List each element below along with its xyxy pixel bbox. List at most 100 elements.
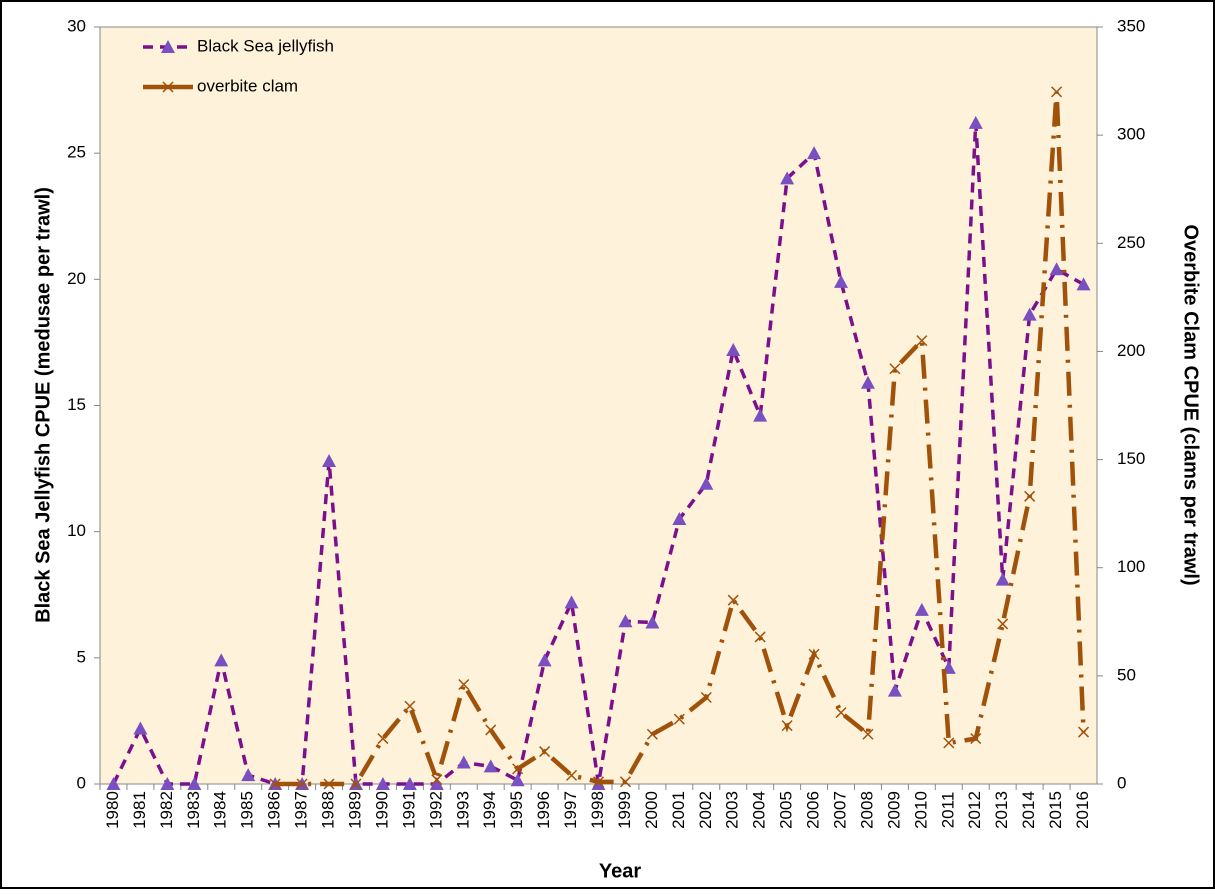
x-tick-label: 1998 [588,791,607,829]
y-tick-label: 25 [67,143,86,162]
x-tick-label: 1982 [157,791,176,829]
marker [835,707,847,719]
y2-tick-label: 150 [1117,449,1145,468]
marker [860,375,875,389]
x-tick-label: 2015 [1046,791,1065,829]
x-tick-label: 2013 [992,791,1011,829]
x-tick-label: 1988 [319,791,338,829]
x-tick-label: 1993 [453,791,472,829]
x-tick-label: 2000 [642,791,661,829]
x-tick-label: 1984 [211,791,230,829]
y2-tick-label: 350 [1117,16,1145,35]
marker [1022,307,1037,321]
y2-tick-label: 250 [1117,233,1145,252]
marker [943,737,955,749]
marker [808,648,820,660]
x-tick-label: 2012 [965,791,984,829]
marker [429,777,444,790]
x-tick-label: 1992 [426,791,445,829]
y2-tick-label: 200 [1117,341,1145,360]
marker [375,777,390,790]
marker [161,40,175,53]
x-tick-label: 2005 [777,791,796,829]
marker [160,777,175,790]
marker [296,778,308,790]
y-tick-label: 10 [67,521,86,540]
x-tick-label: 1987 [292,791,311,829]
y2-tick-label: 50 [1117,665,1136,684]
y-tick-label: 5 [77,647,86,666]
y-tick-label: 0 [77,773,86,792]
marker [269,778,281,790]
marker [889,363,901,375]
marker [1077,726,1090,738]
x-tick-label: 2003 [723,791,742,829]
y2-tick-label: 300 [1117,125,1145,144]
marker [431,774,443,786]
x-tick-label: 1986 [265,791,284,829]
y-tick-label: 15 [67,395,86,414]
marker [458,678,470,691]
marker [887,683,902,697]
marker [162,81,174,93]
marker [995,572,1010,586]
marker [673,713,685,725]
x-tick-label: 1983 [184,791,203,829]
x-tick-label: 2011 [938,792,957,829]
y-axis-title: Black Sea Jellyfish CPUE (medusae per tr… [32,187,54,623]
x-tick-label: 1996 [534,791,553,829]
marker [241,768,256,782]
marker [699,476,714,490]
series [269,86,1090,790]
marker [1049,262,1064,276]
marker [187,777,202,790]
x-tick-label: 1995 [507,791,526,829]
marker [322,454,337,468]
marker [970,733,982,745]
marker [645,615,660,629]
legend-label: overbite clam [197,76,298,95]
marker [753,408,768,422]
marker [700,691,712,704]
x-tick-label: 2002 [696,791,715,829]
x-tick-label: 1999 [615,791,634,829]
marker [350,778,362,790]
marker [456,755,471,769]
marker [592,776,605,788]
x-tick-label: 2001 [669,791,688,829]
marker [133,721,148,735]
y2-tick-label: 0 [1117,773,1126,792]
marker [377,733,389,745]
plot-area [99,26,1098,785]
marker [754,631,766,643]
x-tick-label: 2014 [1019,791,1038,829]
marker [862,728,874,740]
marker [485,724,497,736]
x-tick-label: 1981 [130,791,149,829]
y-tick-label: 30 [67,16,86,35]
marker [968,115,983,129]
marker [537,653,552,667]
marker [781,720,793,732]
marker [780,171,795,185]
marker [727,594,739,606]
marker [564,595,579,609]
marker [646,728,658,740]
marker [618,614,633,628]
marker [619,776,631,788]
marker [997,618,1009,630]
x-tick-label: 1980 [103,791,122,829]
x-tick-label: 1989 [345,791,364,829]
marker [914,602,929,616]
y2-axis-title: Overbite Clam CPUE (clams per trawl) [1180,224,1202,585]
x-tick-label: 1991 [399,791,418,829]
marker [1076,277,1091,291]
marker [1051,86,1063,98]
x-tick-label: 1990 [372,791,391,829]
x-tick-label: 2009 [884,791,903,829]
x-tick-label: 2008 [857,791,876,829]
x-tick-label: 2007 [830,791,849,829]
marker [512,763,524,775]
marker [916,335,928,347]
